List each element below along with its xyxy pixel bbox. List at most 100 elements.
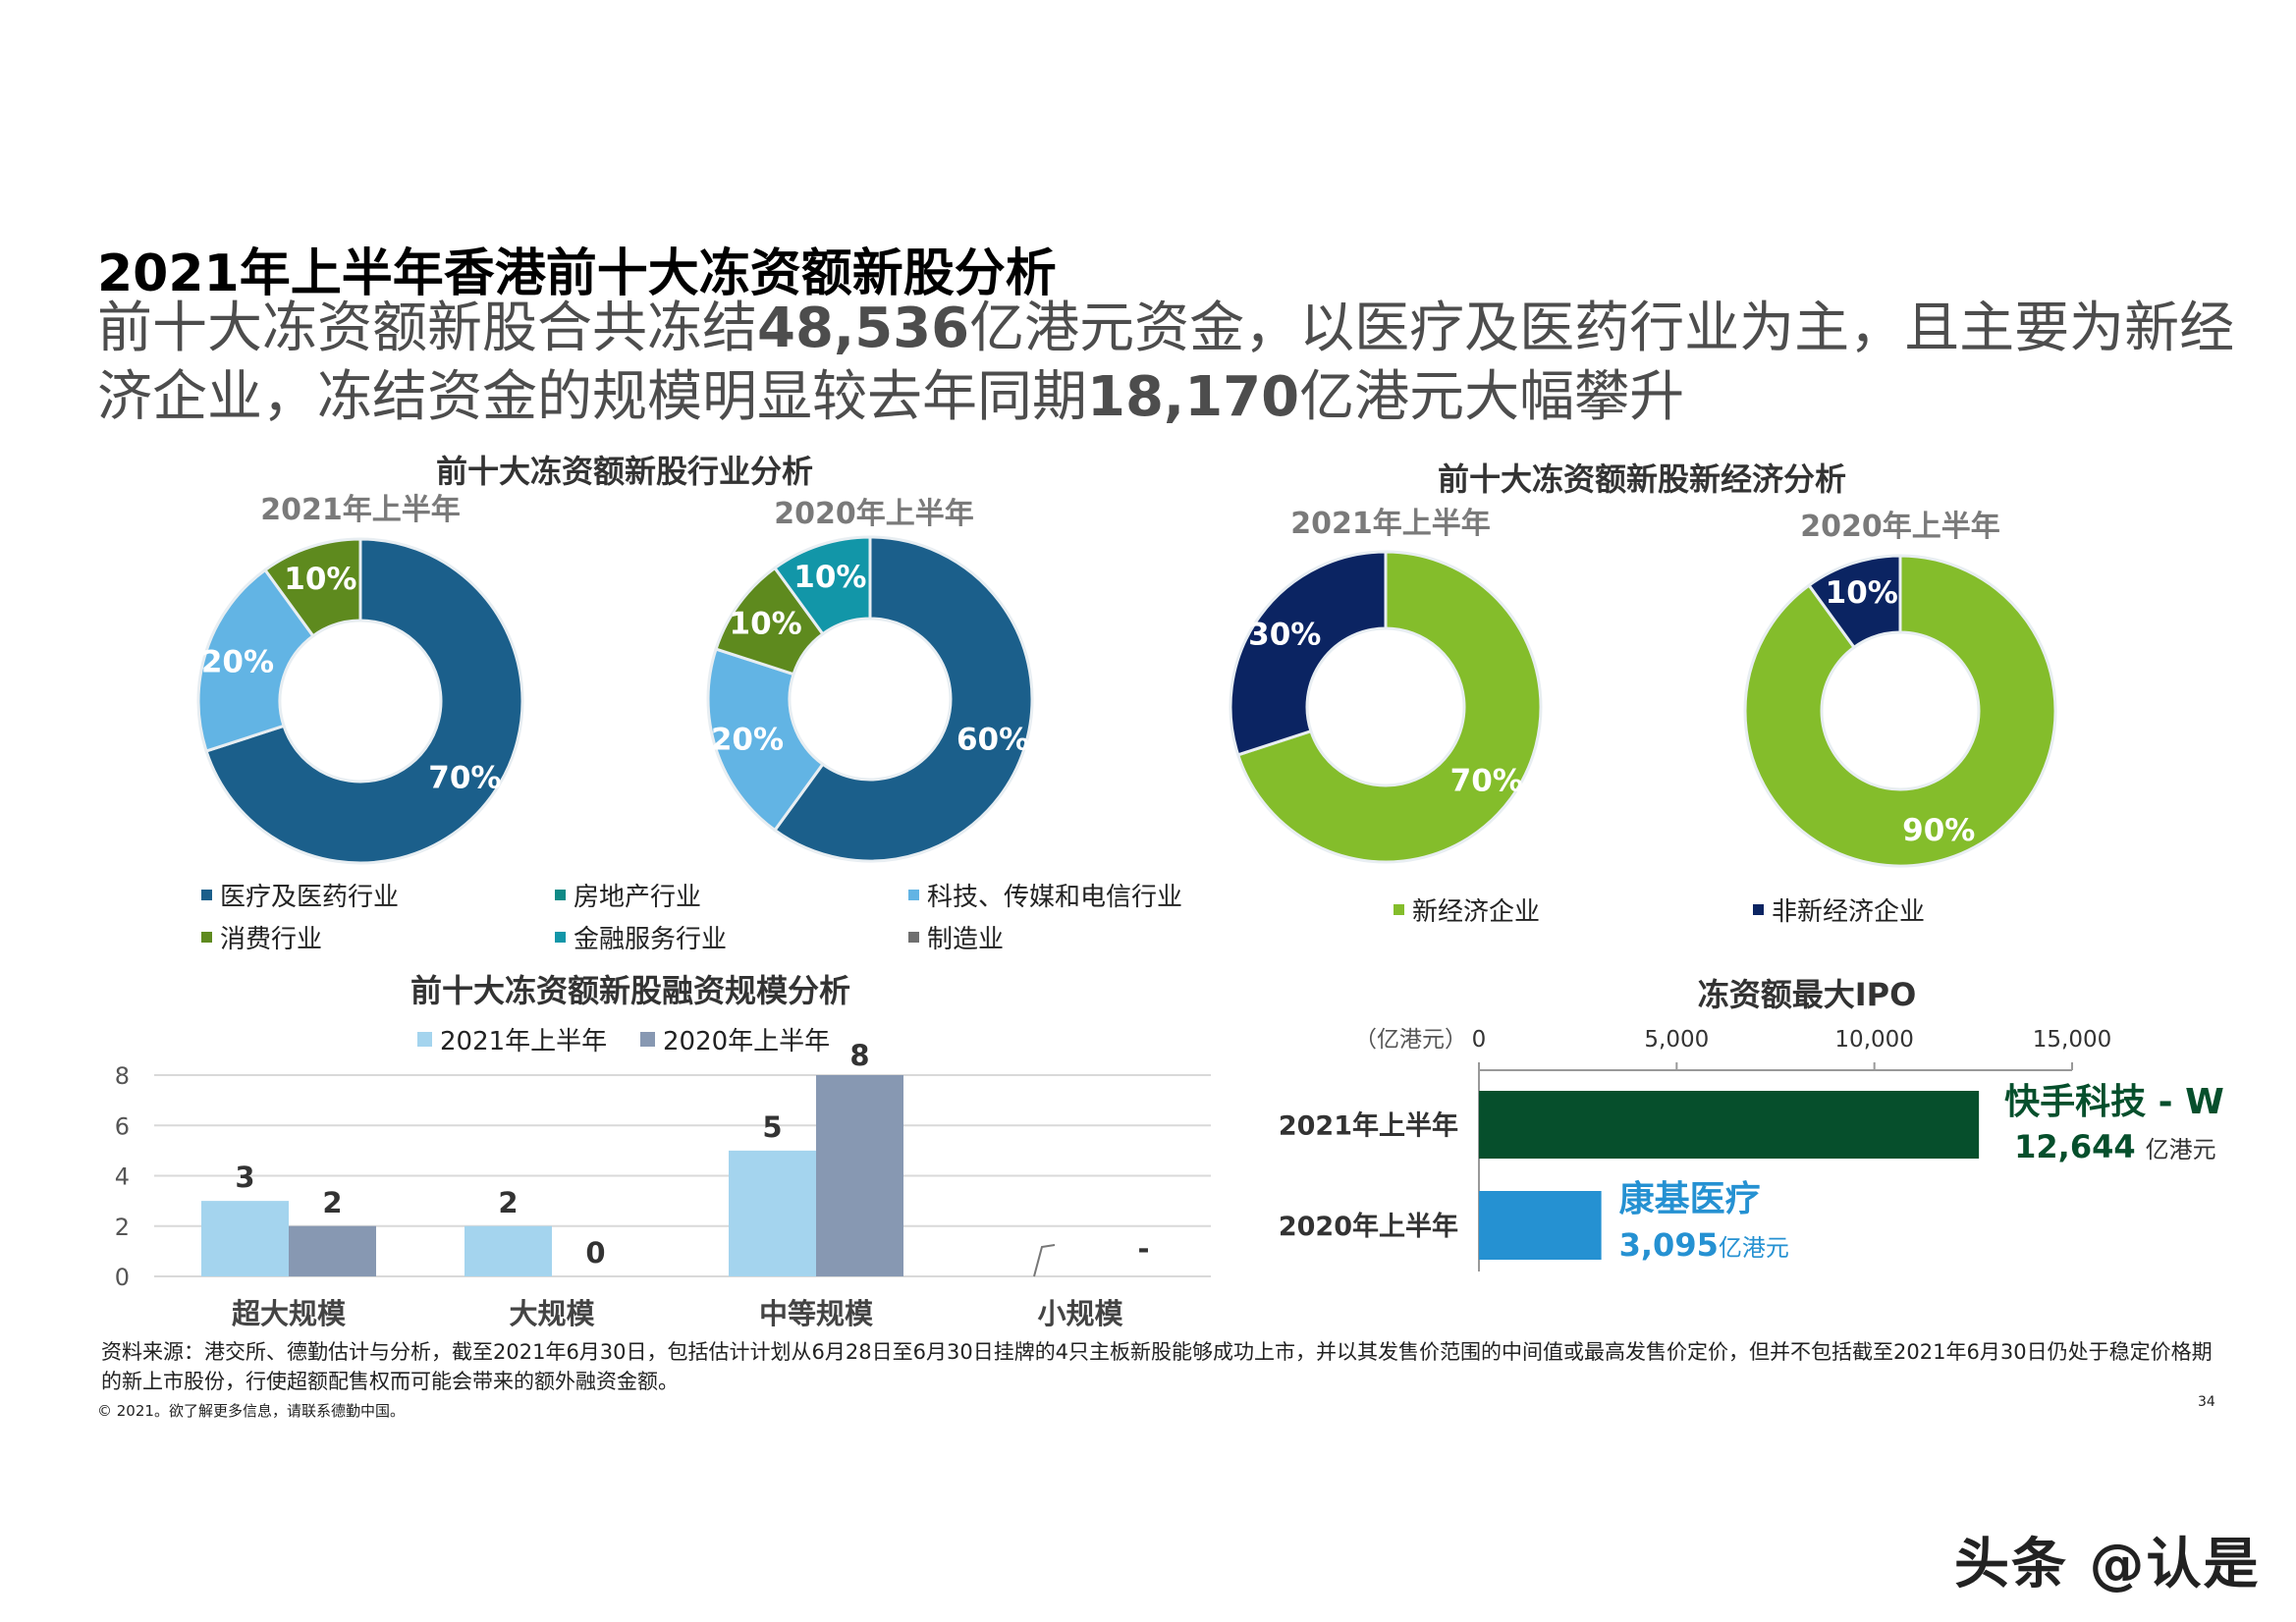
donut1-year: 2021年上半年: [260, 493, 461, 527]
x-tick-label: 5,000: [1644, 1027, 1709, 1053]
donut-slice: [772, 535, 872, 636]
legend-new-economy: 新经济企业: [1394, 892, 1540, 928]
x-tick-label: 10,000: [1834, 1027, 1913, 1053]
ipo-amount-value: 3,095: [1619, 1226, 1719, 1264]
source-note: 资料来源：港交所、德勤估计与分析，截至2021年6月30日，包括估计计划从6月2…: [101, 1340, 2213, 1393]
legend-finance: 金融服务行业: [555, 919, 727, 955]
ipo-bar: [1479, 1191, 1602, 1260]
donut-slice: [262, 537, 362, 638]
bar-legend-2021: 2021年上半年: [417, 1021, 607, 1057]
legend-label: 新经济企业: [1412, 897, 1541, 927]
page-subtitle: 前十大冻资额新股合共冻结48,536亿港元资金，以医疗及医药行业为主，且主要为新…: [97, 295, 2258, 432]
y-tick-label: 4: [115, 1163, 130, 1191]
axis-unit-label: （亿港元）: [1354, 1027, 1467, 1053]
donut2-year: 2020年上半年: [774, 497, 974, 531]
y-category-label: 2020年上半年: [1279, 1211, 1458, 1242]
legend-swatch: [555, 890, 566, 900]
ipo-amount: 12,644 亿港元: [2014, 1128, 2215, 1165]
donut3-year: 2021年上半年: [1290, 507, 1491, 541]
slice-label: 10%: [793, 560, 866, 595]
subtitle-text: 亿港元资金，以医疗及医药行业为主，且主要为新经济企业，冻结资金的规模明显较去年同…: [97, 297, 2235, 429]
legend-label: 金融服务行业: [574, 925, 728, 954]
legend-swatch: [1394, 904, 1404, 915]
legend-label: 非新经济企业: [1772, 897, 1926, 927]
donut-slice: [1743, 554, 2057, 868]
legend-tech: 科技、传媒和电信行业: [908, 877, 1182, 913]
x-tick-label: 中等规模: [759, 1297, 874, 1330]
legend-label: 消费行业: [220, 925, 323, 954]
bar: [289, 1225, 376, 1276]
legend-swatch: [1753, 904, 1764, 915]
ipo-company-name: 康基医疗: [1619, 1178, 1761, 1219]
subtitle-amount-2021: 48,536: [757, 297, 970, 360]
legend-swatch: [908, 890, 919, 900]
slice-label: 20%: [201, 644, 274, 679]
legend-label: 2021年上半年: [440, 1027, 608, 1056]
y-tick-label: 8: [115, 1062, 130, 1090]
ipo-amount: 3,095亿港元: [1619, 1226, 1789, 1264]
slice-label: 70%: [1450, 764, 1523, 799]
financing-scale-bar-chart: 0 2 4 6 8 超大规模 3 2 大规模 2 0 中等规模 5 8 小规模-: [115, 1039, 1211, 1330]
bar-value-label: 0: [585, 1236, 605, 1270]
subtitle-amount-2020: 18,170: [1087, 365, 1300, 429]
legend-swatch: [201, 932, 212, 943]
industry-analysis-title: 前十大冻资额新股行业分析: [435, 453, 814, 490]
slice-label: 10%: [730, 607, 802, 642]
legend-swatch: [908, 932, 919, 943]
page-number: 34: [2198, 1394, 2215, 1410]
donut-slice: [1229, 550, 1388, 757]
legend-label: 制造业: [927, 925, 1005, 954]
donut-charts: 70% 20% 10% 60% 20% 10% 10% 70% 30% 90% 10%: [196, 535, 2057, 868]
bar-value-label: 8: [849, 1039, 869, 1072]
subtitle-text: 前十大冻资额新股合共冻结: [97, 297, 757, 360]
y-tick-label: 2: [115, 1214, 130, 1241]
bar: [465, 1225, 552, 1276]
legend-label: 科技、传媒和电信行业: [927, 883, 1183, 912]
legend-real-estate: 房地产行业: [555, 877, 701, 913]
y-tick-label: 0: [115, 1264, 130, 1291]
largest-ipo-bar-chart: （亿港元） 0 5,000 10,000 15,000 2021年上半年 快手科技 - W 1…: [1279, 1027, 2224, 1271]
slice-label: 90%: [1902, 813, 1975, 848]
bar-value-label: 2: [322, 1186, 342, 1219]
legend-medical: 医疗及医药行业: [201, 877, 399, 913]
legend-consumer: 消费行业: [201, 919, 322, 955]
donut-slice: [706, 647, 825, 833]
legend-swatch: [640, 1032, 655, 1047]
ipo-bar: [1479, 1091, 1980, 1159]
bar-value-label: 3: [235, 1161, 254, 1194]
y-category-label: 2021年上半年: [1279, 1110, 1458, 1142]
legend-label: 2020年上半年: [663, 1027, 831, 1056]
x-tick-label: 15,000: [2033, 1027, 2111, 1053]
donut-slice: [204, 537, 524, 865]
bar-value-label: 5: [762, 1110, 782, 1144]
new-economy-analysis-title: 前十大冻资额新股新经济分析: [1437, 460, 1847, 498]
ipo-amount-value: 12,644: [2014, 1128, 2135, 1165]
x-tick-label: 小规模: [1037, 1297, 1123, 1330]
donut-slice: [772, 535, 1034, 863]
slice-label: 30%: [1248, 617, 1321, 652]
ipo-amount-unit: 亿港元: [1719, 1234, 1789, 1262]
x-tick-label: 大规模: [509, 1297, 595, 1330]
x-tick-label: 超大规模: [232, 1297, 347, 1330]
legend-label: 房地产行业: [574, 883, 702, 912]
bar-value-label: -: [1137, 1232, 1149, 1266]
watermark: 头条 @认是: [1954, 1533, 2261, 1596]
slice-label: 10%: [284, 562, 356, 597]
donut-slice: [1235, 550, 1543, 864]
legend-swatch: [417, 1032, 432, 1047]
legend-swatch: [555, 932, 566, 943]
donut4-year: 2020年上半年: [1800, 510, 2000, 544]
bar: [201, 1201, 289, 1276]
slice-label: 70%: [428, 760, 501, 795]
page-title: 2021年上半年香港前十大冻资额新股分析: [97, 244, 1057, 303]
y-tick-label: 6: [115, 1112, 130, 1140]
bar: [729, 1150, 816, 1276]
donut-slice: [196, 568, 315, 753]
bar: [816, 1075, 903, 1276]
subtitle-text: 亿港元大幅攀升: [1299, 365, 1685, 429]
financing-scale-title: 前十大冻资额新股融资规模分析: [410, 972, 851, 1009]
slice-label: 10%: [1826, 575, 1898, 611]
donut-slice: [1807, 554, 1902, 650]
legend-label: 医疗及医药行业: [220, 883, 400, 912]
x-tick-label: 0: [1472, 1027, 1487, 1053]
